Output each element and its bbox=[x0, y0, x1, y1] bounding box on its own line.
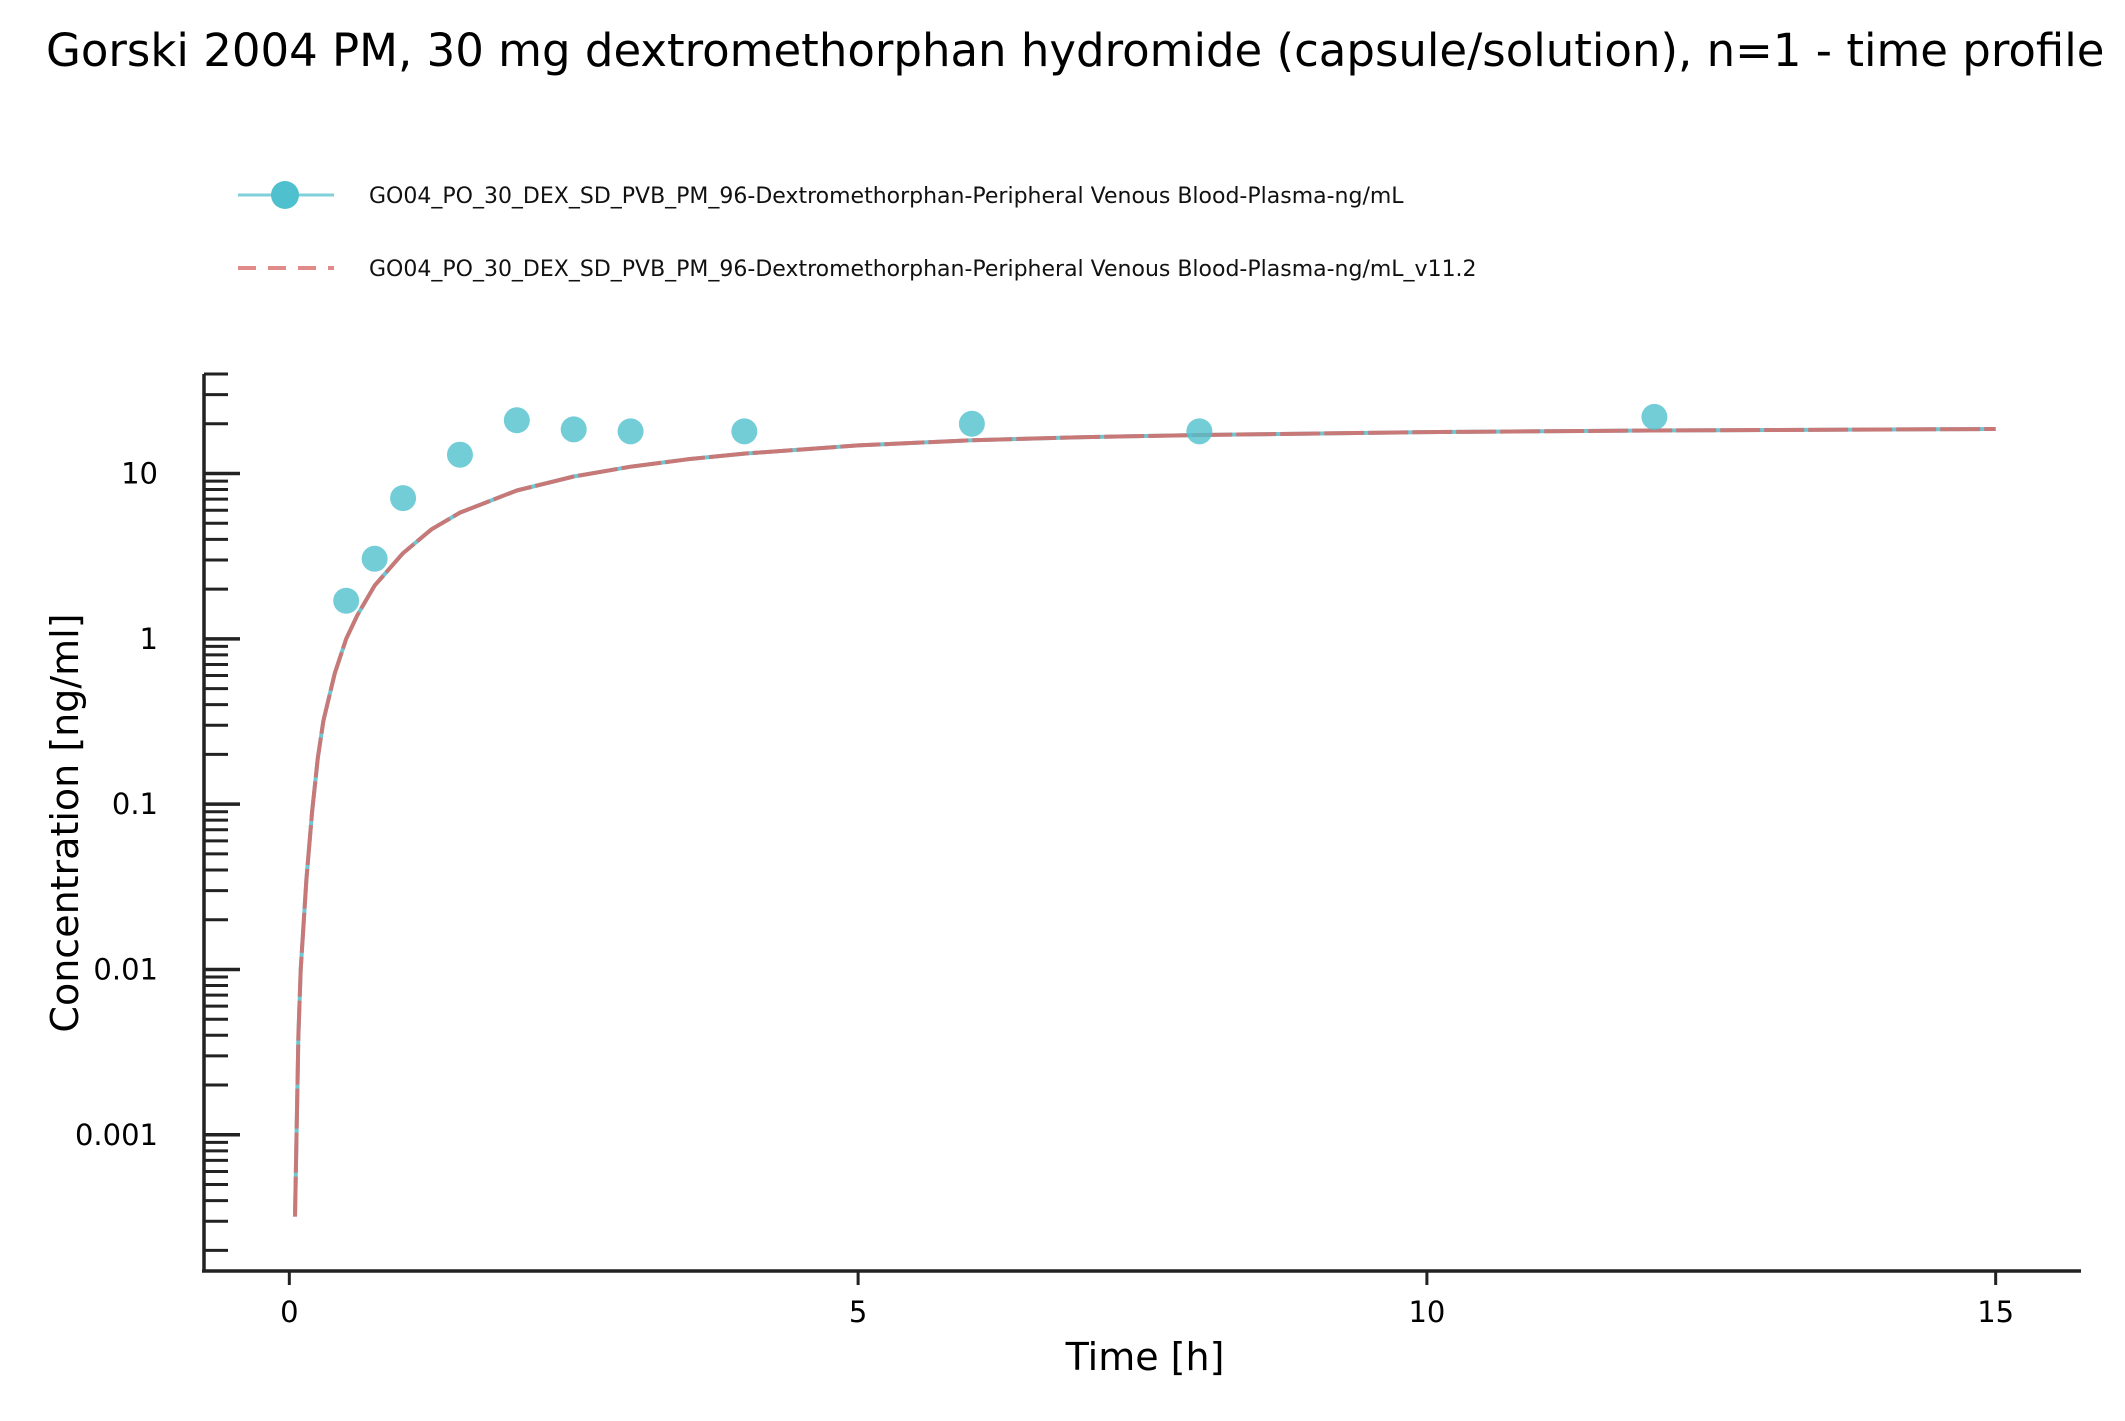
observed-point[interactable] bbox=[390, 485, 417, 512]
observed-point[interactable] bbox=[446, 441, 473, 468]
legend-entry-observed[interactable]: GO04_PO_30_DEX_SD_PVB_PM_96-Dextromethor… bbox=[238, 181, 1404, 209]
x-axis-label: Time [h] bbox=[1065, 1335, 1225, 1379]
observed-point[interactable] bbox=[503, 407, 530, 434]
y-tick-label: 0.1 bbox=[112, 787, 158, 821]
legend: GO04_PO_30_DEX_SD_PVB_PM_96-Dextromethor… bbox=[238, 181, 1477, 282]
observed-point[interactable] bbox=[1186, 418, 1213, 445]
simulated-line-underlay bbox=[293, 427, 1996, 1217]
legend-label-simulated: GO04_PO_30_DEX_SD_PVB_PM_96-Dextromethor… bbox=[369, 257, 1477, 282]
x-tick-label: 0 bbox=[280, 1295, 298, 1329]
chart-title: Gorski 2004 PM, 30 mg dextromethorphan h… bbox=[46, 24, 2104, 77]
y-major-ticks: 0.001 0.01 0.1 1 10 bbox=[75, 457, 240, 1152]
observed-point[interactable] bbox=[958, 410, 985, 437]
observed-point[interactable] bbox=[617, 418, 644, 445]
simulated-line bbox=[293, 427, 1996, 1217]
x-tick-label: 10 bbox=[1408, 1295, 1445, 1329]
observed-point[interactable] bbox=[560, 416, 587, 443]
x-tick-label: 15 bbox=[1977, 1295, 2014, 1329]
observed-point[interactable] bbox=[333, 587, 360, 614]
observed-point[interactable] bbox=[361, 545, 388, 572]
y-tick-label: 0.001 bbox=[75, 1118, 158, 1152]
plot-area: 0.001 0.01 0.1 1 10 0 5 10 15 bbox=[75, 372, 2081, 1329]
x-ticks: 0 5 10 15 bbox=[280, 1271, 2014, 1329]
y-tick-label: 1 bbox=[140, 622, 158, 656]
observed-point[interactable] bbox=[731, 418, 758, 445]
y-tick-label: 0.01 bbox=[93, 952, 158, 986]
observed-point[interactable] bbox=[1641, 403, 1668, 430]
legend-entry-simulated[interactable]: GO04_PO_30_DEX_SD_PVB_PM_96-Dextromethor… bbox=[238, 257, 1477, 282]
y-minor-ticks bbox=[204, 372, 228, 1252]
observed-series bbox=[333, 403, 1668, 614]
x-tick-label: 5 bbox=[849, 1295, 867, 1329]
legend-label-observed: GO04_PO_30_DEX_SD_PVB_PM_96-Dextromethor… bbox=[369, 184, 1404, 209]
y-tick-label: 10 bbox=[121, 457, 158, 491]
y-axis-label: Concentration [ng/ml] bbox=[43, 613, 87, 1032]
simulated-series bbox=[293, 427, 1996, 1217]
